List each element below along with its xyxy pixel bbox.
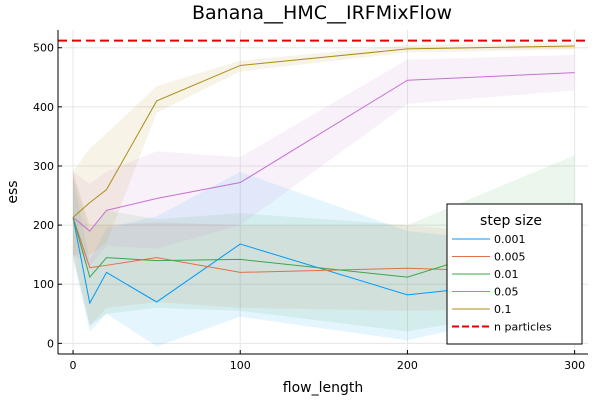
y-tick-label: 500 [33,42,54,55]
legend-label: 0.1 [494,303,512,316]
x-axis-label: flow_length [283,380,363,396]
legend-label: 0.005 [494,251,526,264]
y-tick-label: 400 [33,101,54,114]
tick-labels: 0 100 200 300 0 100 200 300 400 500 [33,42,585,372]
x-tick-label: 200 [397,359,418,372]
series-lines [72,45,575,305]
series-line-0.005 [72,217,575,275]
legend: step size 0.001 0.005 0.01 0.05 0.1 n particl… [446,203,583,345]
band-0.05 [73,54,575,267]
series-line-0.1 [72,45,575,218]
legend-label: 0.001 [494,233,526,246]
y-tick-label: 0 [47,337,54,350]
y-tick-label: 300 [33,160,54,173]
x-tick-label: 100 [230,359,251,372]
y-tick-label: 200 [33,219,54,232]
x-tick-label: 300 [564,359,585,372]
y-tick-label: 100 [33,278,54,291]
legend-label: 0.01 [494,268,519,281]
x-tick-label: 0 [70,359,77,372]
legend-title: step size [480,213,542,229]
y-axis-label: ess [5,180,21,203]
series-line-0.05 [72,72,575,232]
series-line-0.001 [72,217,575,305]
legend-items: 0.001 0.005 0.01 0.05 0.1 n particles [452,233,552,334]
legend-label: n particles [494,321,552,334]
axes [57,30,588,355]
chart-title: Banana__HMC__IRFMixFlow [192,2,452,24]
legend-label: 0.05 [494,286,519,299]
series-line-0.01 [72,217,575,279]
